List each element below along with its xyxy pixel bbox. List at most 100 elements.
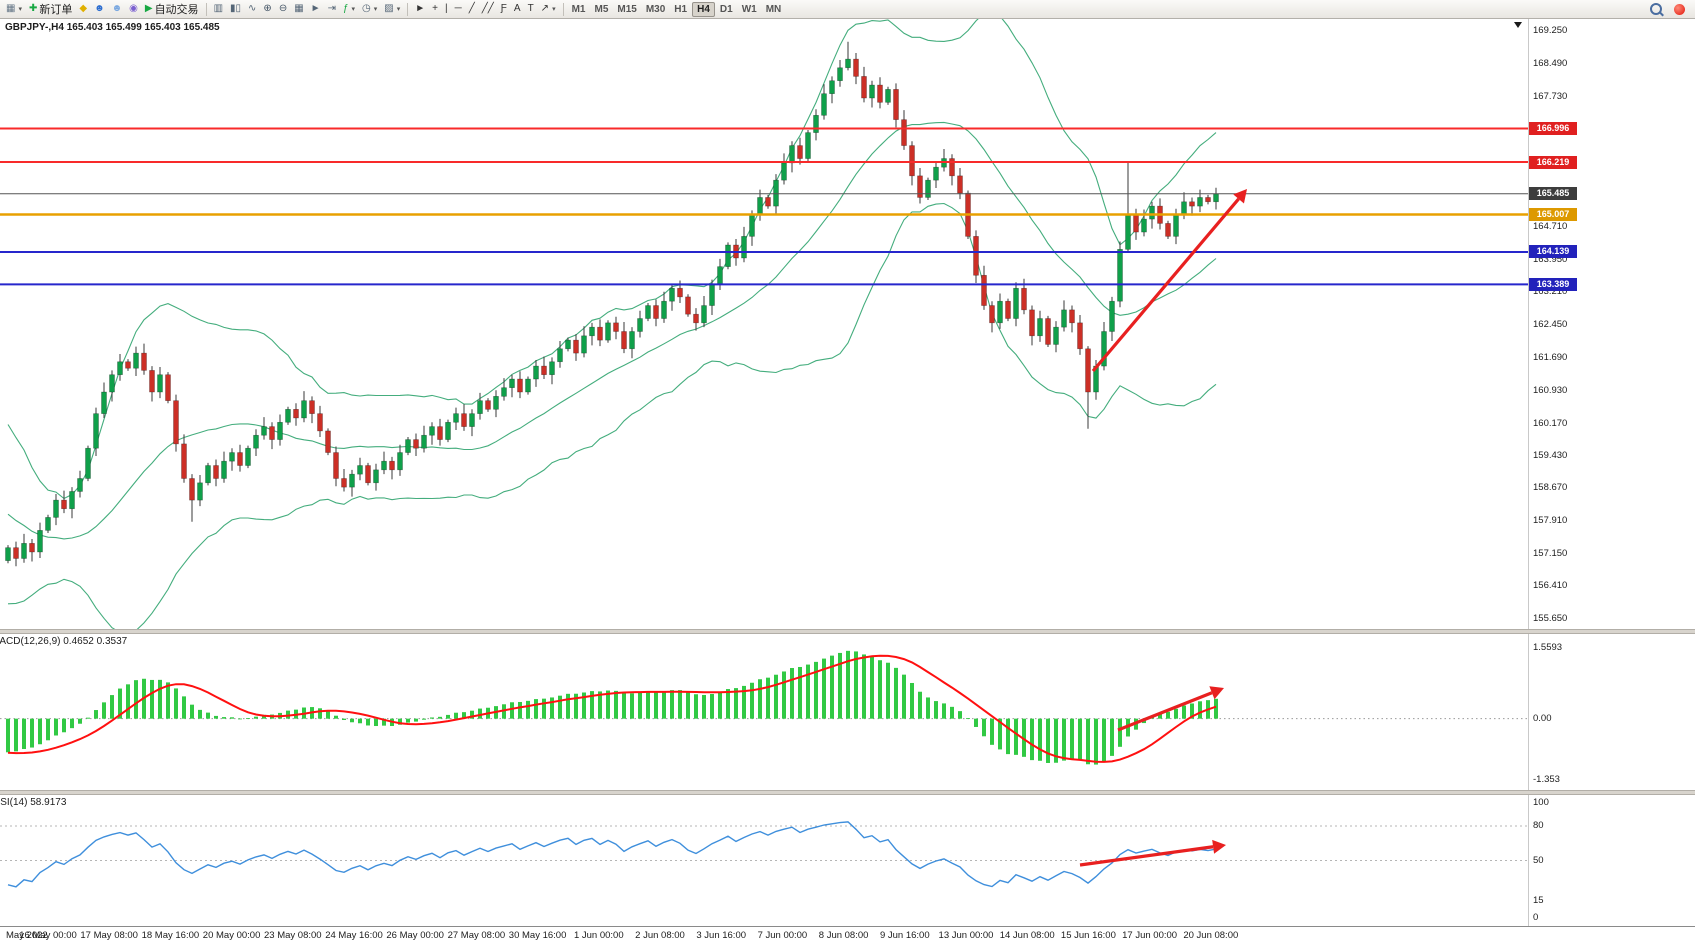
time-axis-label: 8 Jun 08:00: [818, 930, 869, 941]
pane-splitter-macd[interactable]: [0, 629, 1695, 634]
rsi-svg[interactable]: [0, 795, 1529, 926]
tf-d1-button[interactable]: D1: [716, 1, 737, 17]
templates-button[interactable]: ▨ ▾: [381, 1, 403, 17]
price-level-badge: 163.389: [1529, 277, 1577, 291]
price-axis-label: 168.490: [1533, 57, 1568, 69]
auto-scroll-icon: ►: [310, 3, 321, 14]
dropdown-caret-icon: ▾: [373, 6, 378, 13]
macd-svg[interactable]: [0, 634, 1529, 790]
channel-icon: ╱╱: [481, 3, 494, 14]
vertical-line-icon: |: [445, 3, 448, 14]
macd-axis-divider: [1528, 634, 1529, 790]
auto-scroll-button[interactable]: ►: [308, 1, 324, 17]
vertical-line-button[interactable]: |: [442, 1, 451, 17]
price-axis-label: 169.250: [1533, 25, 1568, 36]
price-chart-pane[interactable]: GBPJPY-,H4 165.403 165.499 165.403 165.4…: [0, 19, 1695, 629]
fibonacci-button[interactable]: Ƒ: [498, 1, 510, 17]
line-chart-button[interactable]: ∿: [245, 1, 259, 17]
chart-shift-marker-icon[interactable]: [1514, 22, 1522, 28]
tf-h4-button[interactable]: H4: [692, 1, 715, 17]
price-axis-label: 158.670: [1533, 482, 1568, 494]
macd-axis-label: 0.00: [1533, 712, 1552, 724]
tf-m5-button[interactable]: M5: [590, 1, 612, 17]
price-axis-label: 163.210: [1533, 286, 1568, 298]
arrows-button[interactable]: ↗ ▾: [538, 1, 559, 17]
crosshair-button[interactable]: +: [429, 1, 441, 17]
dropdown-caret-icon: ▾: [396, 6, 401, 13]
arrows-icon: ↗: [540, 3, 550, 14]
price-chart-svg[interactable]: [0, 19, 1529, 629]
time-axis-label: 15 Jun 16:00: [1060, 930, 1116, 941]
tf-m15-button[interactable]: M15: [613, 1, 640, 17]
price-axis-label: 163.950: [1533, 254, 1568, 266]
macd-pane[interactable]: MACD(12,26,9) 0.4652 0.3537 1.5593 0.00 -1…: [0, 634, 1695, 790]
symbol-ohlc-header: GBPJPY-,H4 165.403 165.499 165.403 165.4…: [5, 22, 220, 33]
time-axis-label: 27 May 08:00: [447, 930, 506, 941]
time-axis-label: 18 May 16:00: [141, 930, 200, 941]
bar-chart-button[interactable]: ▥: [211, 1, 226, 17]
rsi-pane[interactable]: RSI(14) 58.9173 100 80 50 15 0: [0, 795, 1695, 926]
tf-h4-label: H4: [697, 3, 710, 15]
tf-m1-label: M1: [571, 3, 586, 15]
autotrading-label: 自动交易: [154, 4, 199, 16]
tf-mn-button[interactable]: MN: [762, 1, 786, 17]
text-icon: A: [513, 3, 521, 14]
crosshair-icon: +: [432, 3, 438, 14]
notifications-button[interactable]: [1671, 1, 1688, 17]
time-axis-label: 2 Jun 08:00: [635, 930, 685, 941]
tf-h1-button[interactable]: H1: [670, 1, 691, 17]
zoom-in-button[interactable]: ⊕: [260, 1, 274, 17]
price-level-badge: 166.219: [1529, 155, 1577, 169]
navigator-button[interactable]: ☻: [109, 1, 126, 17]
macd-signal-line: [7, 654, 1217, 763]
bar-chart-icon: ▥: [213, 3, 224, 14]
trend-arrow[interactable]: [1117, 691, 1213, 732]
bollinger-upper-band: [7, 19, 1217, 500]
search-button[interactable]: [1647, 1, 1665, 17]
zoom-in-icon: ⊕: [263, 3, 272, 14]
tf-m1-button[interactable]: M1: [568, 1, 590, 17]
tf-m30-button[interactable]: M30: [642, 1, 669, 17]
line-chart-icon: ∿: [248, 3, 257, 14]
candlestick-chart-button[interactable]: ▮▯: [227, 1, 244, 17]
cursor-button[interactable]: ►: [412, 1, 428, 17]
rsi-axis-label: 15: [1533, 894, 1544, 906]
market-watch-button[interactable]: ☻: [91, 1, 108, 17]
periods-icon: ◷: [362, 3, 371, 14]
indicators-button[interactable]: ƒ ▾: [340, 1, 358, 17]
text-button[interactable]: A: [511, 1, 524, 17]
text-label-icon: T: [527, 3, 534, 14]
chart-shift-icon: ⇥: [327, 3, 336, 14]
time-axis-label: May 2022: [6, 930, 48, 941]
trend-arrow[interactable]: [1091, 197, 1240, 373]
main-toolbar: ▦ ▾ ✚ 新订单 ◆ ☻ ☻ ◉ ▶ 自动交易 ▥ ▮▯ ∿ ⊕ ⊖ ▦ ► ⇥ ƒ ▾ ◷ ▾ ▨ ▾ ► + | ─ ╱ ╱╱ Ƒ A T…: [0, 0, 1695, 19]
pane-splitter-rsi[interactable]: [0, 790, 1695, 795]
new-chart-button[interactable]: ▦ ▾: [3, 1, 25, 17]
rsi-line: [7, 821, 1217, 888]
macd-axis-label: -1.353: [1533, 774, 1560, 785]
channel-button[interactable]: ╱╱: [479, 1, 497, 17]
text-label-button[interactable]: T: [525, 1, 537, 17]
tf-w1-button[interactable]: W1: [738, 1, 761, 17]
new-order-icon: ✚: [28, 3, 38, 14]
rsi-axis-label: 50: [1533, 854, 1544, 866]
bollinger-lower-band: [7, 202, 1217, 629]
autotrading-button[interactable]: ▶ 自动交易: [142, 1, 202, 17]
time-axis-label: 13 Jun 00:00: [938, 930, 994, 941]
new-order-button[interactable]: ✚ 新订单: [26, 1, 75, 17]
horizontal-line-button[interactable]: ─: [452, 1, 465, 17]
price-axis-label: 160.170: [1533, 417, 1568, 429]
time-axis[interactable]: May 2022 16 May 00:00 17 May 08:00 18 May 1…: [0, 926, 1695, 943]
trendline-button[interactable]: ╱: [466, 1, 478, 17]
chart-shift-button[interactable]: ⇥: [325, 1, 339, 17]
cursor-icon: ►: [415, 3, 426, 14]
tile-windows-button[interactable]: ▦: [291, 1, 306, 17]
trend-arrow[interactable]: [1079, 845, 1214, 867]
metaeditor-button[interactable]: ◆: [76, 1, 90, 17]
time-axis-label: 17 May 08:00: [80, 930, 138, 941]
zoom-out-button[interactable]: ⊖: [276, 1, 290, 17]
time-axis-label: 1 Jun 00:00: [573, 930, 624, 941]
terminal-button[interactable]: ◉: [126, 1, 141, 17]
periods-button[interactable]: ◷ ▾: [359, 1, 380, 17]
